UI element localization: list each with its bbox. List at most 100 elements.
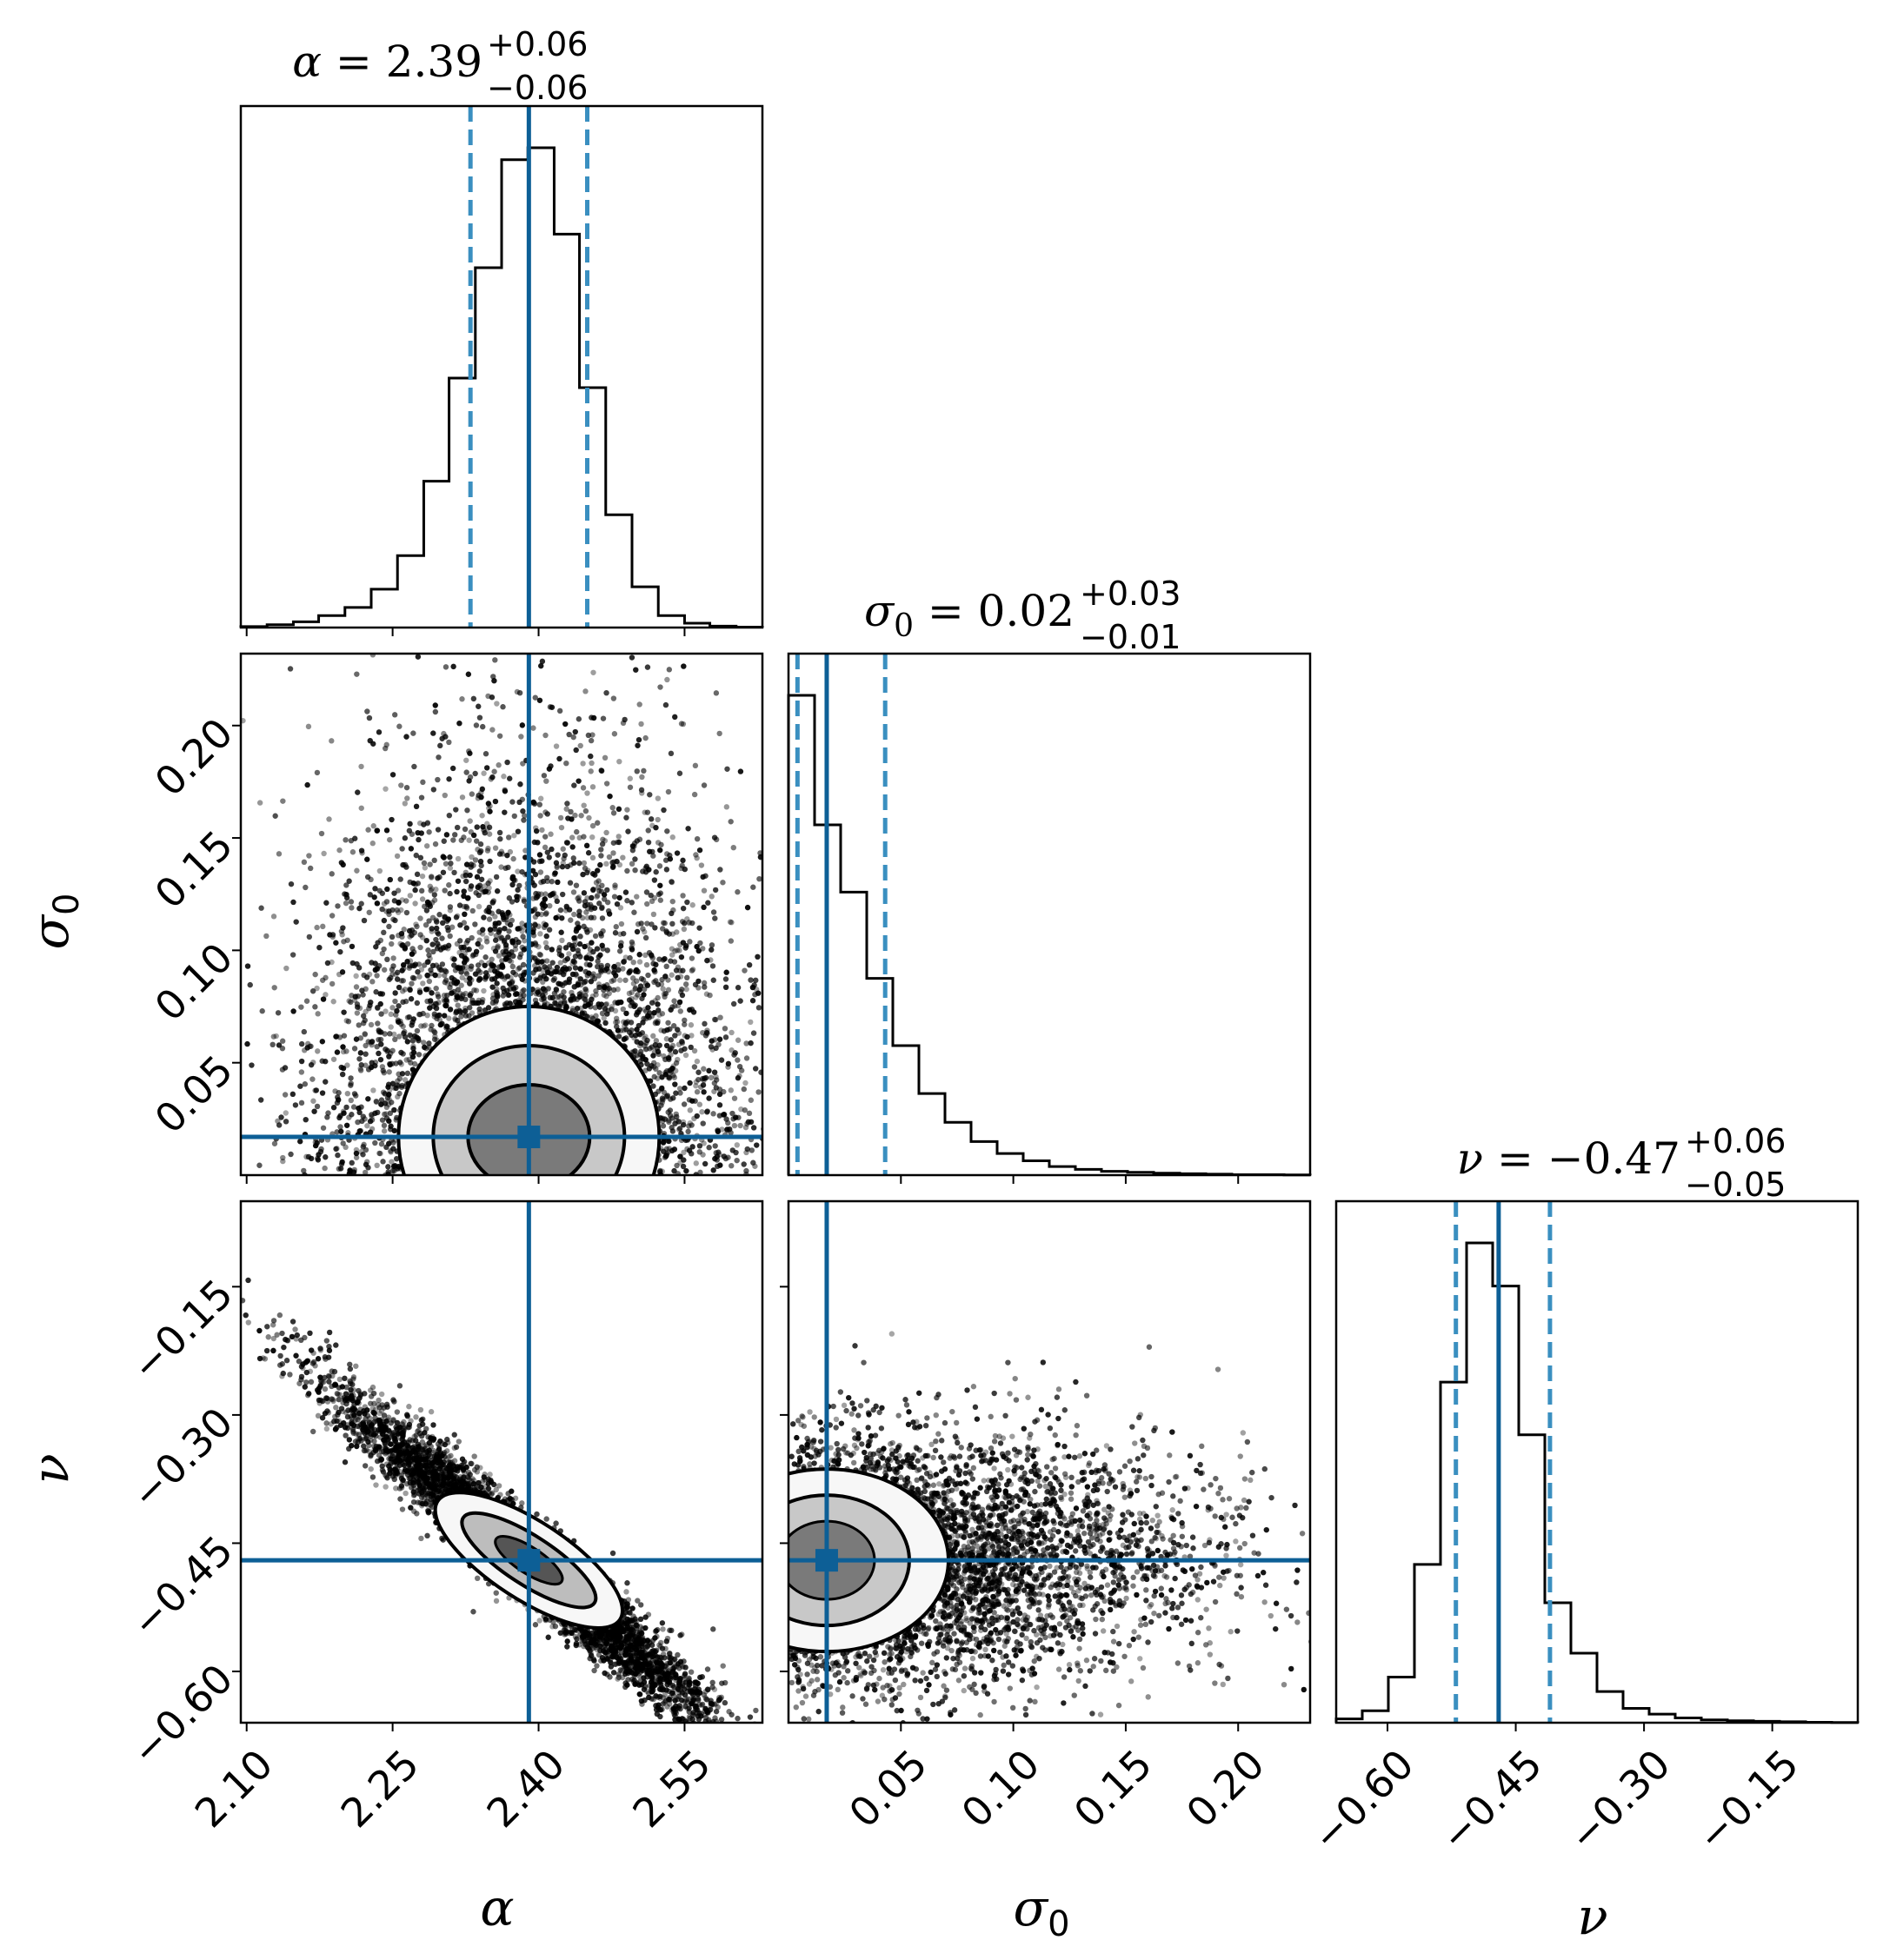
sample-point (748, 1040, 754, 1046)
sample-point (398, 907, 404, 914)
sample-point (314, 1139, 320, 1146)
sample-point (312, 1087, 318, 1093)
sample-point (374, 973, 380, 979)
sample-point (716, 1036, 723, 1042)
title-alpha-median: 2.39 (386, 37, 482, 87)
sample-point (486, 831, 493, 837)
sample-point (389, 933, 396, 940)
sample-point (749, 998, 756, 1004)
sample-point (358, 900, 364, 907)
sample-point (667, 852, 673, 859)
sample-point (357, 1067, 364, 1073)
sample-point (601, 896, 608, 902)
sample-point (644, 920, 650, 927)
sample-point (669, 920, 675, 927)
sample-point (391, 1127, 397, 1134)
sample-point (398, 1020, 404, 1027)
sample-point (439, 920, 446, 927)
sample-point (358, 805, 364, 811)
sample-point (356, 965, 363, 971)
sample-point (367, 892, 374, 898)
sample-point (418, 830, 424, 836)
sample-point (684, 916, 690, 922)
sample-point (687, 1007, 693, 1013)
sample-point (513, 984, 519, 991)
sample-point (257, 1097, 264, 1103)
sample-point (360, 1113, 366, 1120)
sample-point (686, 1097, 693, 1103)
sample-point (404, 959, 410, 965)
sample-point (358, 1062, 364, 1068)
sample-point (713, 1150, 719, 1156)
sample-point (483, 765, 490, 771)
sample-point (723, 969, 729, 975)
sample-point (416, 973, 423, 980)
sample-point (658, 841, 664, 848)
sample-point (636, 959, 643, 965)
sample-point (256, 1162, 263, 1168)
sample-point (384, 1048, 390, 1055)
sample-point (549, 960, 556, 966)
sample-point (738, 1067, 745, 1073)
sample-point (398, 978, 404, 984)
sample-point (396, 620, 401, 625)
sample-point (468, 886, 474, 893)
sample-point (407, 821, 413, 827)
sample-point (377, 1056, 384, 1063)
sample-point (349, 960, 356, 967)
sample-point (435, 875, 441, 881)
sample-point (401, 1030, 407, 1037)
sample-point (390, 955, 396, 961)
sample-point (599, 915, 606, 921)
sample-point (589, 940, 595, 946)
sample-point (357, 1050, 364, 1056)
sample-point (479, 786, 486, 793)
sample-point (455, 1002, 461, 1008)
sample-point (699, 1075, 706, 1082)
sample-point (417, 915, 423, 921)
sample-point (673, 570, 678, 575)
sample-point (588, 914, 595, 920)
sample-point (569, 960, 576, 967)
sample-point (314, 924, 320, 931)
sample-point (424, 821, 430, 827)
sample-point (354, 1010, 361, 1016)
sample-point (309, 1060, 316, 1066)
sample-point (329, 738, 335, 744)
sample-point (368, 999, 374, 1006)
sample-point (481, 987, 487, 994)
sample-point (339, 1071, 346, 1078)
sample-point (789, 925, 795, 930)
sample-point (351, 997, 358, 1003)
sample-point (384, 886, 390, 893)
sample-point (674, 947, 681, 953)
sample-point (589, 904, 596, 910)
sample-point (618, 999, 624, 1006)
sample-point (651, 877, 658, 883)
sample-point (498, 848, 505, 854)
sample-point (462, 1007, 469, 1014)
sample-point (360, 992, 366, 998)
sample-point (577, 742, 583, 749)
sample-point (369, 840, 376, 847)
sample-point (414, 1000, 421, 1007)
sample-point (226, 1012, 231, 1017)
sample-point (640, 1053, 646, 1060)
sample-point (539, 959, 545, 965)
sample-point (490, 946, 497, 952)
sample-point (356, 905, 363, 912)
sample-point (514, 991, 520, 997)
sample-point (372, 960, 378, 967)
sample-point (572, 938, 578, 945)
sample-point (280, 1154, 286, 1161)
sample-point (410, 1046, 416, 1052)
sample-point (465, 894, 471, 901)
sample-point (423, 907, 430, 914)
sample-point (586, 814, 592, 821)
sample-point (410, 1049, 417, 1056)
sample-point (440, 854, 446, 860)
sample-point (540, 986, 547, 992)
sample-point (324, 960, 331, 967)
sample-point (610, 850, 616, 856)
sample-point (629, 1027, 635, 1033)
